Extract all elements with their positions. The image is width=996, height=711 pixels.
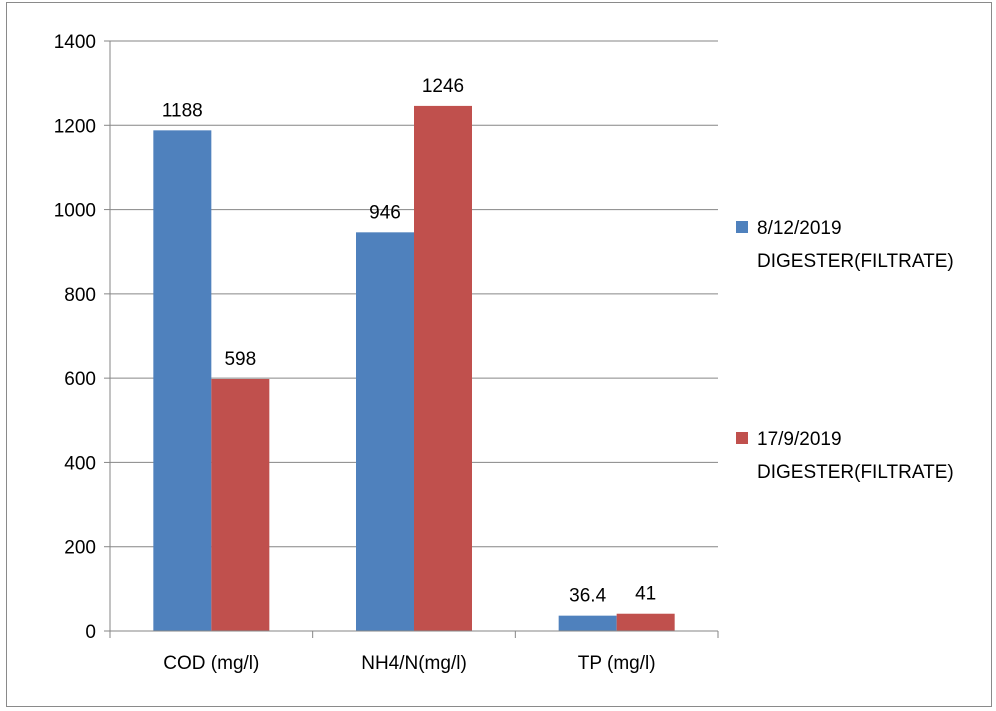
y-tick-label: 200 [64,538,96,559]
x-tick-labels: COD (mg/l) NH4/N(mg/l) TP (mg/l) [163,653,655,674]
data-labels: 1188 598 946 1246 36.4 41 [162,76,656,607]
x-tick-label: TP (mg/l) [578,653,656,674]
legend-label: 17/9/2019 [757,429,842,450]
data-label: 1188 [162,100,203,121]
y-tick-label: 400 [64,453,96,474]
axes [104,40,719,638]
legend-label: 8/12/2019 [757,218,842,239]
data-label: 946 [369,202,401,223]
data-label: 41 [635,584,656,605]
legend: 8/12/2019 DIGESTER(FILTRATE) 17/9/2019 DIGE… [736,218,954,483]
y-tick-labels: 0 200 400 600 800 1000 1200 1400 [54,32,96,643]
x-tick-label: NH4/N(mg/l) [361,653,467,674]
y-tick-label: 1200 [54,116,96,137]
bar [211,378,270,631]
y-tick-label: 1400 [54,32,96,53]
bar [616,613,675,631]
legend-label: DIGESTER(FILTRATE) [757,251,954,272]
bars [153,105,675,632]
legend-label: DIGESTER(FILTRATE) [757,462,954,483]
bar [558,615,617,631]
data-label: 598 [224,349,256,370]
y-tick-label: 1000 [54,201,96,222]
y-tick-label: 600 [64,369,96,390]
x-tick-label: COD (mg/l) [163,653,259,674]
bar [414,105,472,631]
y-tick-label: 0 [85,622,96,643]
legend-swatch [736,221,748,233]
data-label: 1246 [422,76,464,97]
bar [356,232,414,632]
y-tick-label: 800 [64,285,96,306]
bar [153,130,212,632]
data-label: 36.4 [569,586,606,607]
legend-swatch [736,432,748,444]
